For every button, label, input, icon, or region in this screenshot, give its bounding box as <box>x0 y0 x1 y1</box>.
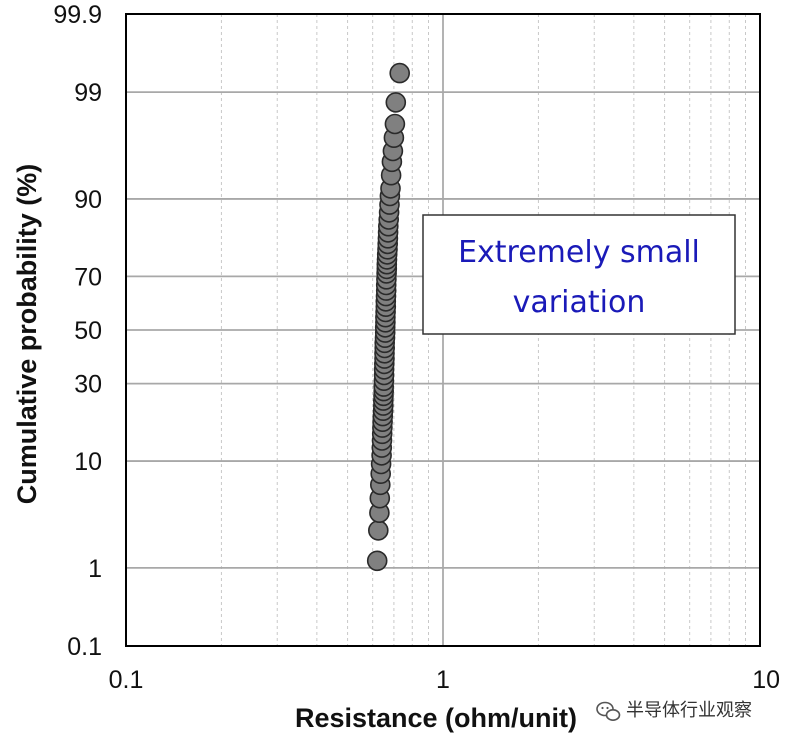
y-axis-title: Cumulative probability (%) <box>12 164 42 505</box>
x-tick-label: 1 <box>436 666 450 694</box>
y-tick-label: 70 <box>74 263 102 291</box>
annotation-line-1: Extremely small <box>458 235 700 270</box>
y-tick-label: 99.9 <box>53 1 102 29</box>
x-tick-label: 0.1 <box>109 666 144 694</box>
data-point <box>384 113 406 135</box>
y-tick-label: 90 <box>74 186 102 214</box>
y-tick-label: 1 <box>88 555 102 583</box>
y-tick-label: 0.1 <box>67 633 102 661</box>
y-tick-label: 50 <box>74 317 102 345</box>
x-tick-label: 10 <box>752 666 780 694</box>
wechat-icon <box>596 701 621 721</box>
x-axis-title: Resistance (ohm/unit) <box>295 703 577 733</box>
watermark-text: 半导体行业观察 <box>626 700 752 721</box>
annotation-line-2: variation <box>513 285 646 320</box>
data-point <box>385 92 407 113</box>
data-point <box>366 550 388 572</box>
data-point <box>367 520 389 541</box>
y-tick-label: 30 <box>74 371 102 399</box>
y-tick-label: 10 <box>74 448 102 476</box>
x-tick-labels: 0.1 1 10 <box>109 666 780 694</box>
annotation-box: Extremely small variation <box>422 214 736 335</box>
y-tick-label: 99 <box>74 79 102 107</box>
data-points <box>366 62 411 572</box>
data-point <box>389 62 411 84</box>
watermark: 半导体行业观察 <box>596 700 752 721</box>
plot-frame <box>125 13 761 647</box>
y-tick-labels: 0.1 1 10 30 50 70 90 99 99.9 <box>53 1 102 661</box>
